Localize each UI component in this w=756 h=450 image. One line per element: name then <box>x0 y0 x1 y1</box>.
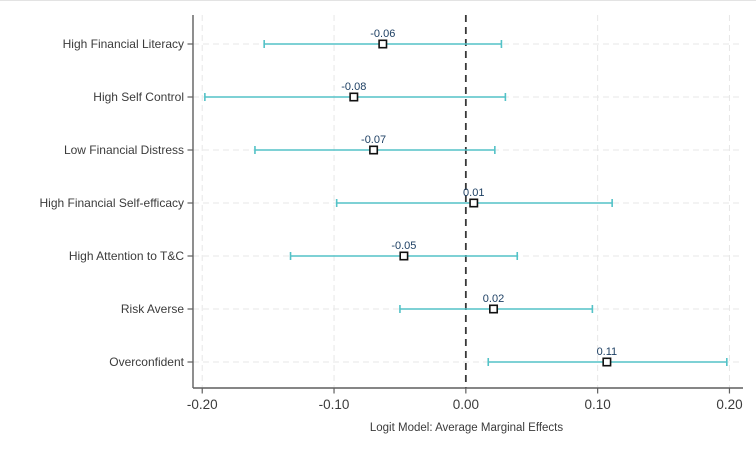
x-tick-label: -0.10 <box>319 397 350 412</box>
point-marker <box>378 39 388 49</box>
category-label: Risk Averse <box>121 302 184 316</box>
point-value-label: 0.11 <box>597 346 618 358</box>
category-label: High Self Control <box>93 90 184 104</box>
point-value-label: 0.01 <box>463 187 484 199</box>
x-axis-title: Logit Model: Average Marginal Effects <box>370 422 564 434</box>
category-label: High Financial Literacy <box>63 37 184 51</box>
category-label: Low Financial Distress <box>64 143 184 157</box>
point-marker <box>349 92 359 102</box>
point-value-label: -0.08 <box>341 81 366 93</box>
point-value-label: 0.02 <box>483 293 504 305</box>
category-label: High Financial Self-efficacy <box>39 196 184 210</box>
x-tick-label: -0.20 <box>187 397 218 412</box>
point-marker <box>399 251 409 261</box>
category-label: Overconfident <box>109 355 184 369</box>
category-label: High Attention to T&C <box>69 249 185 263</box>
x-tick-label: 0.00 <box>453 397 479 412</box>
point-value-label: -0.05 <box>391 240 416 252</box>
point-marker <box>369 145 379 155</box>
point-value-label: -0.06 <box>370 28 395 40</box>
point-marker <box>489 304 499 314</box>
x-tick-label: 0.20 <box>716 397 742 412</box>
point-marker <box>602 357 612 367</box>
x-tick-label: 0.10 <box>585 397 611 412</box>
point-marker <box>469 198 479 208</box>
point-value-label: -0.07 <box>361 134 386 146</box>
